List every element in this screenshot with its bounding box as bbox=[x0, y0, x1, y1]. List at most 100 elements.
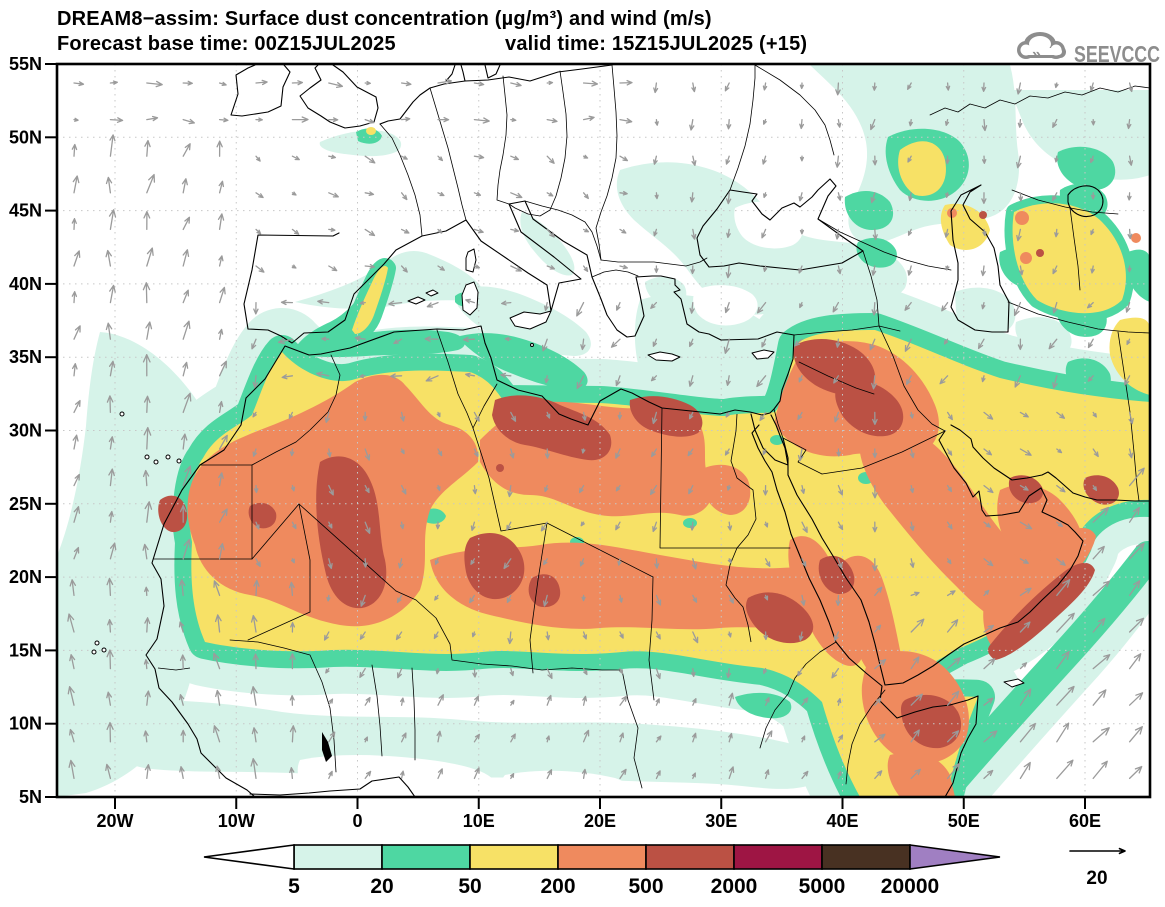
coastline bbox=[299, 64, 379, 129]
country-border bbox=[773, 408, 784, 439]
wind-arrow bbox=[762, 667, 767, 675]
coastline bbox=[144, 454, 150, 460]
wind-arrow bbox=[651, 448, 658, 458]
dust-region bbox=[460, 333, 588, 391]
wind-arrow bbox=[510, 155, 520, 161]
dust-region bbox=[983, 527, 1096, 650]
wind-arrow bbox=[946, 590, 956, 597]
wind-arrow bbox=[909, 411, 914, 419]
colorbar-tick-label: 20 bbox=[370, 875, 393, 898]
wind-arrow bbox=[359, 300, 366, 305]
wind-arrow bbox=[437, 694, 444, 706]
wind-arrow bbox=[800, 594, 806, 606]
wind-arrow bbox=[473, 117, 490, 124]
dust-region bbox=[292, 259, 465, 358]
wind-arrow bbox=[689, 301, 695, 314]
country-border bbox=[153, 464, 253, 560]
wind-arrow bbox=[178, 579, 186, 597]
wind-arrow bbox=[872, 448, 878, 459]
wind-arrow bbox=[618, 594, 623, 603]
wind-arrow bbox=[507, 484, 513, 498]
wind-arrow bbox=[837, 558, 843, 569]
wind-arrow bbox=[473, 448, 479, 458]
wind-arrow bbox=[619, 228, 627, 234]
wind-arrow bbox=[1019, 558, 1029, 564]
country-border bbox=[371, 664, 383, 757]
wind-arrow bbox=[470, 521, 476, 531]
dust-region bbox=[1083, 475, 1119, 505]
wind-arrow bbox=[870, 192, 876, 204]
wind-arrow bbox=[801, 770, 809, 780]
wind-arrow bbox=[106, 649, 114, 670]
wind-arrow bbox=[395, 631, 403, 641]
wind-arrow bbox=[106, 721, 114, 743]
wind-arrow bbox=[946, 484, 953, 493]
wind-arrow bbox=[328, 770, 333, 780]
country-border bbox=[845, 689, 886, 785]
dust-region bbox=[1010, 90, 1150, 180]
wind-arrow bbox=[910, 768, 921, 780]
wind-arrow bbox=[471, 631, 476, 638]
lon-tick-label: 20E bbox=[584, 811, 616, 831]
wind-arrow bbox=[465, 298, 476, 304]
dust-region bbox=[835, 380, 904, 437]
wind-arrow bbox=[797, 448, 804, 462]
lat-tick-label: 35N bbox=[9, 347, 42, 367]
wind-arrow bbox=[328, 227, 336, 232]
wind-arrow bbox=[1128, 448, 1134, 459]
wind-arrow bbox=[689, 192, 695, 203]
wind-arrow bbox=[289, 725, 297, 743]
wind-arrow bbox=[904, 301, 912, 311]
wind-arrow bbox=[871, 375, 877, 390]
wind-arrow bbox=[690, 521, 695, 531]
wind-arrow bbox=[144, 690, 151, 706]
wind-arrow bbox=[1056, 612, 1075, 633]
wind-arrow bbox=[473, 733, 480, 743]
wind-arrow bbox=[944, 228, 950, 238]
country-border bbox=[1069, 207, 1081, 291]
wind-arrow bbox=[71, 143, 78, 157]
colorbar-segment bbox=[381, 844, 471, 870]
wind-arrow bbox=[837, 521, 844, 531]
wind-arrow bbox=[108, 360, 116, 377]
wind-arrow bbox=[400, 732, 407, 743]
wind-arrow bbox=[469, 594, 476, 604]
wind-arrow bbox=[619, 118, 633, 124]
valid-time: valid time: 15Z15JUL2025 (+15) bbox=[505, 33, 807, 55]
wind-arrow bbox=[142, 282, 151, 304]
coastline bbox=[165, 454, 171, 460]
wind-arrow bbox=[280, 299, 294, 306]
colorbar-segment bbox=[293, 844, 383, 870]
wind-arrow bbox=[1128, 82, 1134, 93]
wind-arrow bbox=[252, 448, 258, 457]
wind-arrow bbox=[363, 736, 368, 743]
wind-arrow bbox=[250, 614, 258, 633]
wind-arrow bbox=[364, 521, 371, 534]
wind-arrow bbox=[434, 558, 439, 565]
colorbar-tick-label: 200 bbox=[540, 875, 575, 898]
wind-arrow bbox=[473, 264, 481, 269]
country-border bbox=[648, 576, 655, 701]
wind-arrow bbox=[73, 81, 85, 87]
colorbar-segment bbox=[733, 844, 823, 870]
dust-region bbox=[528, 574, 561, 608]
wind-arrow bbox=[328, 192, 339, 198]
wind-arrow bbox=[655, 631, 661, 640]
wind-arrow bbox=[182, 465, 192, 487]
wind-arrow bbox=[1128, 411, 1134, 425]
cloud-icon: » bbox=[1017, 32, 1066, 63]
wind-arrow bbox=[473, 191, 482, 197]
wind-arrow bbox=[762, 155, 767, 165]
wind-arrow bbox=[726, 667, 732, 679]
wind-arrow bbox=[1128, 653, 1142, 670]
wind-arrow bbox=[106, 395, 114, 414]
wind-arrow bbox=[316, 371, 330, 378]
wind-arrow bbox=[833, 375, 840, 384]
wind-arrow bbox=[182, 538, 191, 560]
wind-arrow bbox=[437, 768, 443, 780]
wind-arrow bbox=[1091, 118, 1096, 126]
wind-arrow bbox=[321, 336, 330, 342]
wind-arrow bbox=[510, 227, 520, 233]
dust-concentration-layer bbox=[57, 65, 1150, 797]
wind-arrow bbox=[981, 375, 986, 383]
